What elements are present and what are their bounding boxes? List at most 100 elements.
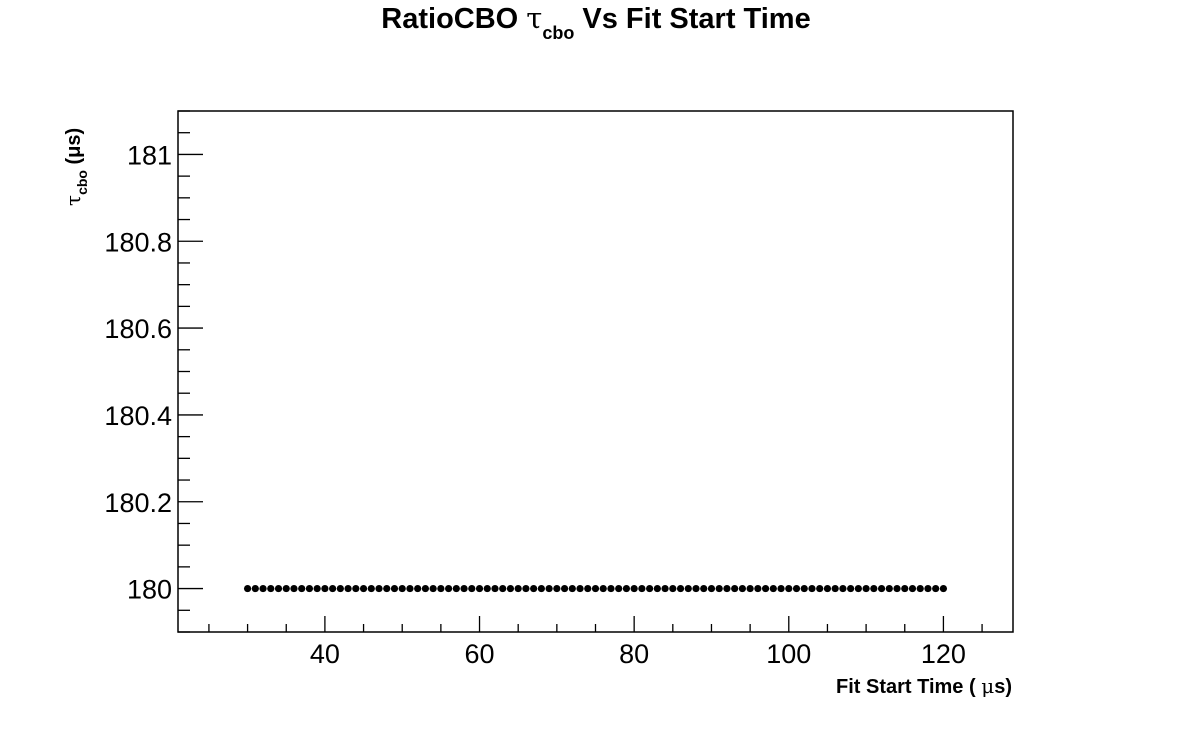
title-suffix: Vs Fit Start Time [574,3,810,35]
data-point [499,584,507,593]
y-axis-ticks [178,110,203,633]
x-axis-ticks [208,616,983,632]
data-point [877,584,886,593]
y-tick-label: 180.8 [104,227,172,257]
data-point [475,584,484,593]
data-point [607,584,615,593]
data-point [545,584,553,593]
data-point [761,584,770,593]
x-tick-label: 120 [921,639,966,669]
data-point [522,584,530,593]
title-subscript: cbo [542,23,574,43]
x-tick-label: 60 [465,639,495,669]
data-point [414,584,422,593]
data-point [313,584,321,593]
data-point [808,584,816,593]
data-point [800,584,808,593]
data-point [421,584,430,593]
data-point [599,584,607,593]
y-tick-label: 180.6 [104,314,172,344]
data-point [298,584,306,593]
data-point [823,584,832,593]
x-axis-title: Fit Start Time ( μs) [836,674,1012,698]
data-point [506,584,515,593]
data-point [700,584,708,593]
y-tick-label: 180.4 [104,401,172,431]
data-point [367,584,375,593]
x-tick-label: 80 [619,639,649,669]
data-point [398,584,406,593]
data-point [290,584,298,593]
data-point [932,584,940,593]
title-prefix: RatioCBO [381,3,526,35]
y-tick-label: 180 [127,575,172,605]
y-tick-label: 181 [127,140,172,170]
data-point [816,584,824,593]
data-point [916,584,924,593]
data-point [847,584,855,593]
data-point [746,584,754,593]
data-point [901,584,909,593]
y-axis-title-subscript: cbo [74,170,90,195]
data-point [321,584,329,593]
data-point [908,584,917,593]
data-point [669,584,677,593]
data-point [831,584,839,593]
title-symbol: τ [526,1,542,35]
data-point [460,584,468,593]
data-point [630,584,638,593]
y-tick-label: 180.2 [104,488,172,518]
data-point [777,584,785,593]
data-point [537,584,545,593]
data-point [893,584,901,593]
data-point [491,584,499,593]
data-point [344,584,352,593]
x-axis-title-symbol: μ [981,674,994,698]
y-axis-tick-labels: 180 180.2 180.4 180.6 180.8 181 [104,140,172,604]
x-tick-label: 100 [766,639,811,669]
data-point [924,584,932,593]
data-point [646,584,654,593]
y-axis-title: τcbo (μs) [61,128,90,206]
x-axis-title-unit: s) [994,676,1012,698]
data-point [406,584,414,593]
data-point [862,584,870,593]
data-point [375,584,383,593]
data-point [568,584,576,593]
data-point [785,584,793,593]
data-point [560,584,569,593]
data-point [707,584,716,593]
data-point [445,584,453,593]
data-point [383,584,391,593]
data-point [754,584,762,593]
x-tick-label: 40 [310,639,340,669]
data-point [584,584,592,593]
x-axis-tick-labels: 40 60 80 100 120 [310,639,966,669]
data-point [553,584,561,593]
data-point [870,584,878,593]
data-point [854,584,862,593]
data-point [731,584,739,593]
data-point [692,584,700,593]
data-point [576,584,584,593]
data-point [452,584,460,593]
chart-title: RatioCBO τcbo Vs Fit Start Time [381,1,810,43]
data-point [243,584,252,593]
y-axis-title-symbol: τ [61,195,85,206]
data-point [359,584,368,593]
data-point [638,584,646,593]
data-point [591,584,600,593]
data-point [483,584,491,593]
data-point [514,584,522,593]
data-point [684,584,692,593]
data-point [839,584,847,593]
data-point [622,584,631,593]
data-point [530,584,538,593]
data-point [274,584,283,593]
data-point [251,584,259,593]
data-point [615,584,623,593]
data-point [336,584,344,593]
data-point [653,584,661,593]
data-point [738,584,746,593]
data-points [243,584,948,593]
